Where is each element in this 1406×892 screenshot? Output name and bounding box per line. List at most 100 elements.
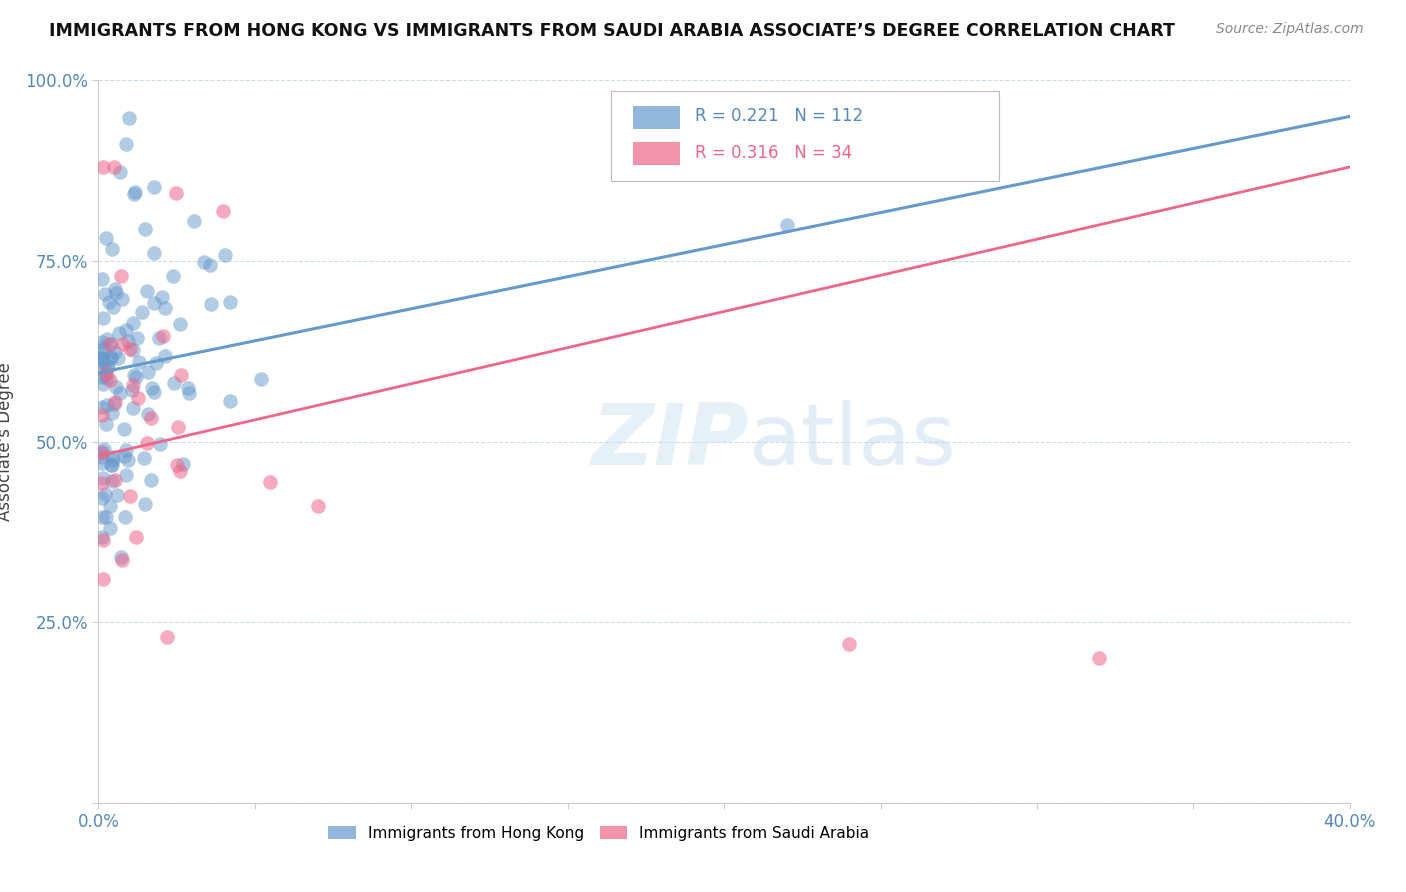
Point (218, 393, 240, 408)
Point (98, 373, 121, 387)
Point (98, 337, 121, 351)
Point (101, 406, 124, 420)
Point (103, 300, 125, 314)
Point (101, 453, 124, 467)
Point (91, 340, 114, 354)
Point (94, 367, 117, 381)
Point (128, 355, 150, 369)
Point (96, 332, 118, 346)
Point (103, 450, 125, 465)
Point (90, 446, 112, 460)
Point (114, 510, 136, 524)
Point (96, 398, 118, 412)
Point (97, 359, 120, 374)
Point (134, 450, 156, 465)
Point (91, 311, 114, 326)
Point (90, 456, 112, 470)
Point (170, 368, 193, 382)
Point (121, 317, 143, 331)
Point (104, 282, 127, 296)
Point (163, 376, 186, 391)
Bar (633, 142, 681, 165)
Point (114, 136, 136, 151)
Legend: Immigrants from Hong Kong, Immigrants from Saudi Arabia: Immigrants from Hong Kong, Immigrants fr… (322, 820, 876, 847)
Point (90, 351, 112, 365)
Point (91, 377, 114, 392)
Point (166, 458, 188, 473)
Point (177, 381, 200, 395)
Point (101, 243, 124, 257)
Point (115, 468, 138, 483)
Point (96, 371, 118, 385)
Point (100, 336, 122, 351)
Point (149, 437, 172, 451)
Point (219, 295, 242, 310)
Point (124, 186, 146, 200)
Point (153, 301, 176, 315)
Point (143, 179, 166, 194)
Point (141, 473, 163, 487)
Point (112, 422, 135, 436)
Point (101, 458, 124, 472)
Point (94, 417, 117, 431)
Point (90, 445, 112, 459)
Point (108, 164, 131, 178)
Point (104, 473, 127, 487)
Point (100, 351, 122, 366)
Point (117, 453, 139, 467)
Point (94, 286, 117, 301)
Point (104, 345, 127, 359)
Point (125, 369, 148, 384)
Point (117, 334, 139, 349)
Point (121, 343, 143, 358)
Point (155, 349, 177, 363)
Point (122, 368, 145, 382)
Point (103, 160, 125, 174)
Text: Source: ZipAtlas.com: Source: ZipAtlas.com (1216, 22, 1364, 37)
Point (90, 343, 112, 357)
Point (111, 553, 134, 567)
Point (214, 248, 236, 262)
Point (93, 442, 115, 456)
Point (131, 305, 153, 319)
Point (177, 386, 200, 401)
Point (115, 323, 138, 337)
Text: atlas: atlas (749, 400, 957, 483)
Point (108, 326, 131, 340)
Point (150, 289, 173, 303)
Point (776, 218, 799, 232)
Point (107, 351, 129, 366)
Point (112, 449, 135, 463)
Point (104, 379, 127, 393)
Point (198, 258, 221, 272)
Point (90, 354, 112, 368)
Point (98, 521, 121, 535)
Point (136, 408, 159, 422)
Point (101, 474, 124, 488)
Point (100, 458, 122, 472)
Point (142, 246, 165, 260)
Point (172, 457, 194, 471)
Point (211, 203, 233, 218)
Point (94, 487, 117, 501)
Point (94, 368, 117, 383)
Point (104, 395, 127, 409)
Point (148, 330, 170, 344)
Point (136, 284, 159, 298)
Bar (633, 105, 681, 128)
Point (118, 342, 141, 356)
Point (90, 491, 112, 505)
Point (162, 268, 184, 283)
Point (108, 385, 131, 400)
Point (125, 530, 148, 544)
Text: R = 0.316   N = 34: R = 0.316 N = 34 (696, 145, 852, 162)
Point (91, 572, 114, 586)
Point (141, 380, 163, 394)
Point (90, 351, 112, 366)
Point (143, 384, 166, 399)
Point (145, 356, 167, 370)
Point (90, 476, 112, 491)
Point (127, 392, 149, 406)
Point (183, 213, 205, 227)
Point (169, 464, 191, 478)
